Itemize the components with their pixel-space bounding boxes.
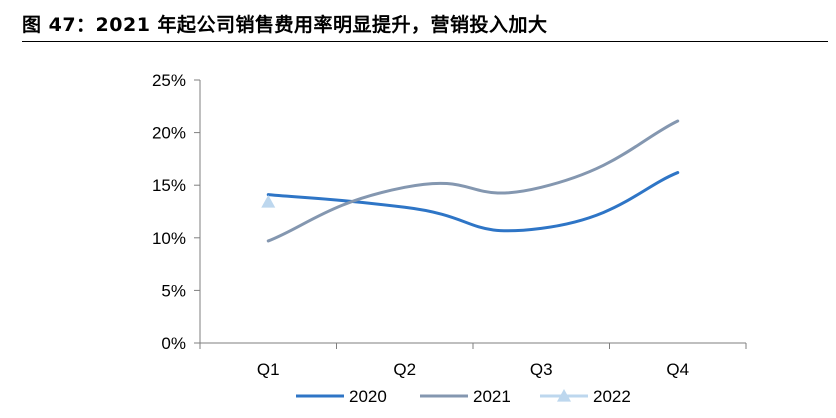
x-tick-label: Q2 (393, 360, 416, 379)
y-tick-label: 10% (152, 229, 186, 248)
y-tick-label: 20% (152, 124, 186, 143)
title-underline (22, 41, 828, 42)
legend-label-2021: 2021 (473, 387, 511, 406)
figure-title: 图 47：2021 年起公司销售费用率明显提升，营销投入加大 (22, 14, 548, 36)
data-point-2022 (261, 195, 276, 208)
x-tick-label: Q4 (666, 360, 689, 379)
figure-header: 图 47：2021 年起公司销售费用率明显提升，营销投入加大 (22, 10, 828, 42)
x-tick-label: Q1 (257, 360, 280, 379)
x-axis: Q1 Q2 Q3 Q4 (199, 342, 747, 379)
y-tick-label: 15% (152, 176, 186, 195)
y-tick-label: 0% (161, 334, 186, 353)
y-axis: 0% 5% 10% 15% 20% 25% (152, 71, 201, 353)
legend-label-2022: 2022 (593, 387, 631, 406)
y-tick-label: 25% (152, 71, 186, 90)
series-line-2020 (266, 171, 680, 233)
series-layer (261, 119, 680, 243)
x-tick-label: Q3 (530, 360, 553, 379)
legend: 2020 2021 2022 (296, 387, 631, 406)
legend-marker-2022 (557, 389, 571, 402)
series-line-2021 (266, 119, 680, 243)
legend-label-2020: 2020 (349, 387, 387, 406)
y-tick-label: 5% (161, 281, 186, 300)
